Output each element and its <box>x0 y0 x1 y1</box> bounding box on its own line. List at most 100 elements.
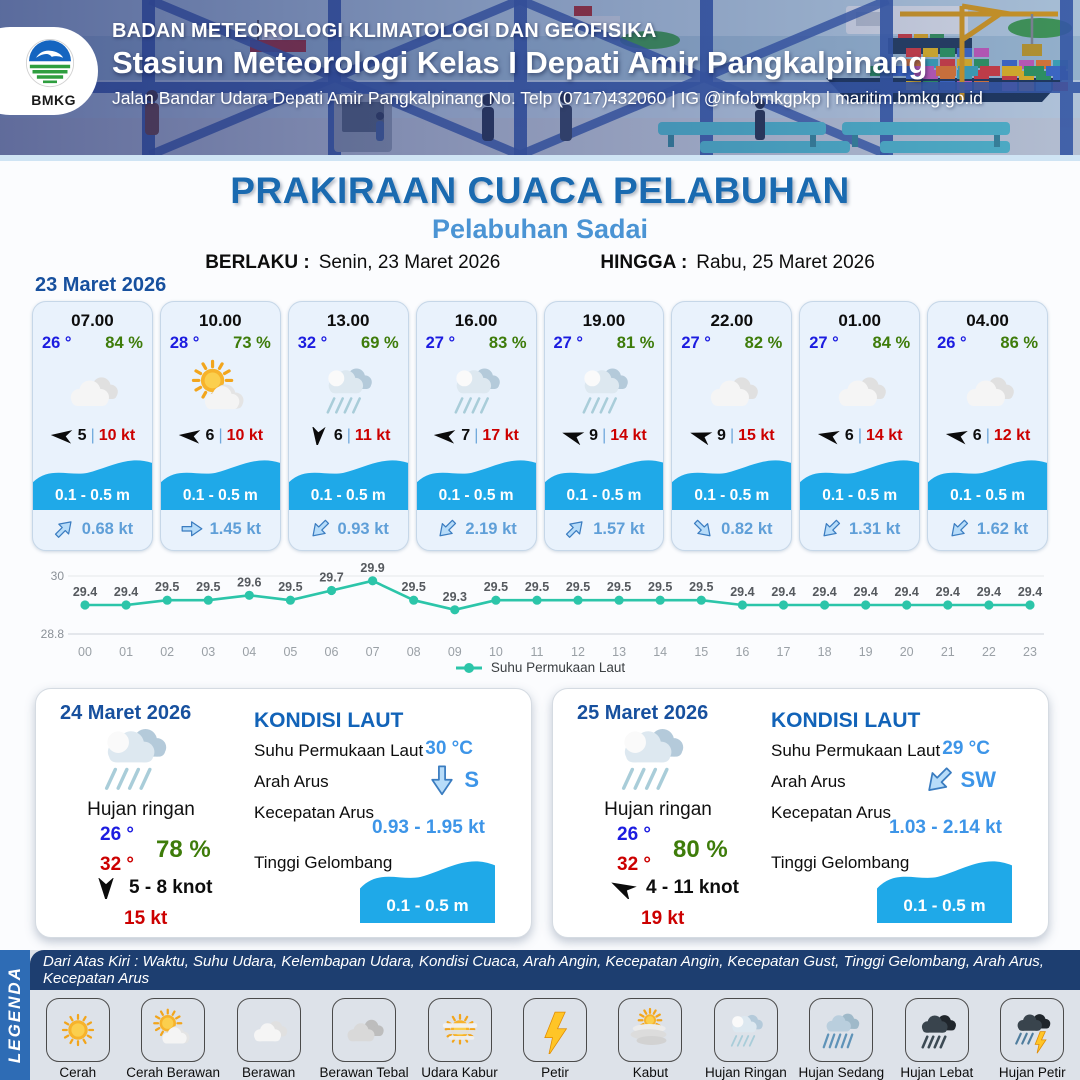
svg-text:16: 16 <box>735 645 749 659</box>
panel-weather-label: Hujan ringan <box>87 799 195 820</box>
air-temperature: 26 ° <box>42 334 72 352</box>
forecast-time: 01.00 <box>838 311 881 330</box>
bmkg-logo-label: BMKG <box>31 91 76 108</box>
wave-height-band: 0.1 - 0.5 m <box>416 452 536 510</box>
wave-height-box: 0.1 - 0.5 m <box>877 851 1012 923</box>
svg-text:15: 15 <box>694 645 708 659</box>
svg-text:18: 18 <box>818 645 832 659</box>
legend-item: Berawan <box>222 998 316 1080</box>
svg-text:29.5: 29.5 <box>196 580 220 594</box>
wind-row: 6 | 14 kt <box>800 427 919 445</box>
svg-text:01: 01 <box>119 645 133 659</box>
forecast-time: 04.00 <box>966 311 1009 330</box>
wave-height: 0.1 - 0.5 m <box>694 487 770 504</box>
svg-text:17: 17 <box>777 645 791 659</box>
air-temperature: 26 ° <box>937 334 967 352</box>
temp-max: 32 ° <box>100 854 135 875</box>
air-temperature: 27 ° <box>553 334 584 352</box>
current-speed: 0.82 kt <box>721 519 773 538</box>
sea-conditions-heading: KONDISI LAUT <box>254 709 404 732</box>
berlaku-value: Senin, 23 Maret 2026 <box>318 252 501 273</box>
svg-text:06: 06 <box>325 645 339 659</box>
current-direction-icon <box>425 765 459 796</box>
svg-text:29.4: 29.4 <box>730 585 754 599</box>
svg-text:29.4: 29.4 <box>1018 585 1042 599</box>
current-row: 0.68 kt <box>33 513 152 545</box>
legend-items-row: Cerah Cerah Berawan Berawan Berawan Teba… <box>30 990 1080 1080</box>
forecast-time: 13.00 <box>326 311 370 330</box>
svg-text:03: 03 <box>201 645 215 659</box>
temp-humidity-row: 27 ° 84 % <box>800 331 919 353</box>
sea-conditions-heading: KONDISI LAUT <box>771 709 921 732</box>
current-row: 1.62 kt <box>928 513 1047 545</box>
chart-legend-label: Suhu Permukaan Laut <box>490 660 626 675</box>
temp-min: 26 ° <box>100 824 135 845</box>
separator: | <box>602 427 607 444</box>
chart-legend-marker-icon <box>455 662 482 673</box>
forecast-time: 10.00 <box>199 311 242 330</box>
wave-height: 0.1 - 0.5 m <box>566 487 642 504</box>
svg-text:22: 22 <box>982 645 996 659</box>
legend-description: Dari Atas Kiri : Waktu, Suhu Udara, Kele… <box>30 950 1080 990</box>
weather-icon <box>417 353 536 427</box>
panel-date: 25 Maret 2026 <box>577 702 709 724</box>
wind-speed: 7 <box>461 427 471 444</box>
panel-weather-icon <box>601 715 701 801</box>
humidity: 81 % <box>616 334 655 352</box>
svg-text:11: 11 <box>531 645 544 659</box>
panel-humidity: 78 % <box>156 836 211 863</box>
air-temperature: 27 ° <box>681 334 711 352</box>
legend-title-strip: LEGENDA <box>0 950 30 1080</box>
weather-icon <box>161 353 280 427</box>
separator: | <box>346 427 351 444</box>
panel-gust: 19 kt <box>641 908 685 929</box>
current-direction-icon <box>180 518 204 540</box>
sst-label: Suhu Permukaan Laut <box>254 741 424 760</box>
svg-text:29.9: 29.9 <box>360 561 384 575</box>
current-speed-value: 1.03 - 2.14 kt <box>888 817 1002 838</box>
svg-text:08: 08 <box>407 645 421 659</box>
legend-item-label: Hujan Ringan <box>704 1065 787 1080</box>
wave-height: 0.1 - 0.5 m <box>822 487 898 504</box>
port-illustration <box>0 0 1080 155</box>
legend-title: LEGENDA <box>5 966 24 1064</box>
current-direction-icon <box>563 518 587 540</box>
current-speed: 2.19 kt <box>465 519 517 538</box>
wind-row: 5 | 10 kt <box>33 427 152 445</box>
sst-chart-canvas: 30 28.8 29.4 00 29.4 01 29.5 02 29.5 03 29.6 04 29.5… <box>41 561 1044 659</box>
current-row: 0.93 kt <box>289 513 408 545</box>
svg-text:28.8: 28.8 <box>41 627 65 641</box>
legend-item-label: Hujan Sedang <box>798 1065 885 1080</box>
svg-text:05: 05 <box>283 645 297 659</box>
current-speed: 1.45 kt <box>209 519 261 538</box>
separator: | <box>218 427 223 444</box>
gust-speed: 12 kt <box>993 427 1031 444</box>
forecast-time: 16.00 <box>454 311 498 330</box>
wind-speed: 6 <box>205 427 215 444</box>
current-direction-icon <box>819 518 843 540</box>
legend-item: Petir <box>508 998 602 1080</box>
svg-text:29.4: 29.4 <box>895 585 919 599</box>
svg-text:29.5: 29.5 <box>566 580 590 594</box>
wave-height-band: 0.1 - 0.5 m <box>800 452 920 510</box>
wind-direction-icon <box>50 427 74 445</box>
wave-height-band: 0.1 - 0.5 m <box>160 452 280 510</box>
wave-height-box: 0.1 - 0.5 m <box>360 851 495 923</box>
sst-label: Suhu Permukaan Laut <box>771 741 941 760</box>
legend-section: LEGENDA Dari Atas Kiri : Waktu, Suhu Uda… <box>0 950 1080 1080</box>
forecast-time: 19.00 <box>582 311 626 330</box>
wind-direction-icon <box>92 877 120 899</box>
current-speed: 1.62 kt <box>976 519 1029 538</box>
weather-icon <box>33 353 152 427</box>
current-row: 0.82 kt <box>672 513 791 545</box>
gust-speed: 11 kt <box>354 427 391 444</box>
wind-row: 7 | 17 kt <box>417 427 536 445</box>
daily-panel: 24 Maret 2026 Hujan ringan 26 ° 32 ° 78 … <box>35 688 532 938</box>
weather-icon <box>289 353 408 427</box>
wind-speed: 9 <box>717 427 726 444</box>
legend-item: Hujan Lebat <box>890 998 984 1080</box>
page-title: PRAKIRAAN CUACA PELABUHAN <box>230 170 850 211</box>
svg-text:29.4: 29.4 <box>771 585 795 599</box>
svg-text:29.5: 29.5 <box>525 580 549 594</box>
humidity: 84 % <box>872 334 911 352</box>
